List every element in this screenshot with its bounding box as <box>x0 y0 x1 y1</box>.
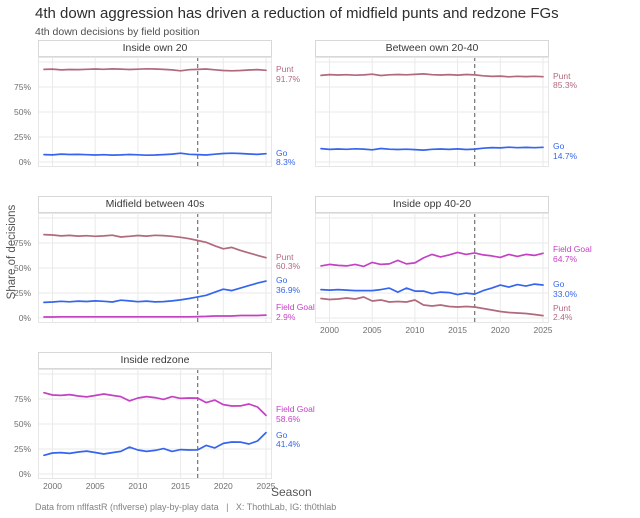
x-tick-label: 2010 <box>405 325 425 335</box>
series-end-label-punt: Punt 2.4% <box>553 302 573 323</box>
y-tick-label: 0% <box>18 469 31 479</box>
series-end-label-go: Go 41.4% <box>276 429 301 450</box>
series-end-label-go: Go 14.7% <box>553 142 577 161</box>
facet-inside-opp-40-20: Inside opp 40-20 2000 2005 2010 2015 2020 202… <box>315 196 592 335</box>
series-end-value-label: 41.4% <box>276 439 301 450</box>
y-tick-label: 75% <box>13 82 31 92</box>
series-end-value-label: 91.7% <box>276 73 301 84</box>
y-axis-tick-labels: 0% 25% 50% 75% <box>2 40 34 167</box>
facet-end-labels: Punt 60.3% Go 36.9% Field Goal 2.9% <box>276 196 340 323</box>
y-axis-tick-labels <box>279 196 311 323</box>
series-name-label: Punt <box>553 70 571 81</box>
series-end-value-label: 36.9% <box>276 284 301 295</box>
series-end-value-label: 2.9% <box>276 311 296 322</box>
x-tick-label: 2010 <box>128 481 148 491</box>
series-end-label-field_goal: Field Goal 58.6% <box>276 405 315 424</box>
facet-between-own-20-40: Between own 20-40 Punt 85.3% Go 14.7% <box>315 40 577 167</box>
facet-inside-own-20: Inside own 20 0% 25% 50% 75% Punt 91.7% Go 8.3… <box>14 40 300 167</box>
x-axis-tick-labels <box>315 169 549 181</box>
x-tick-label: 2005 <box>362 325 382 335</box>
y-tick-label: 25% <box>13 132 31 142</box>
series-end-label-go: Go 33.0% <box>553 279 578 299</box>
y-tick-label: 75% <box>13 238 31 248</box>
series-end-value-label: 14.7% <box>553 150 578 161</box>
series-end-label-punt: Punt 85.3% <box>553 70 578 91</box>
series-end-value-label: 33.0% <box>553 288 578 299</box>
y-axis-tick-labels <box>279 40 311 167</box>
facet-strip: Inside redzone <box>38 352 272 369</box>
facet-strip: Inside opp 40-20 <box>315 196 549 213</box>
series-name-label: Field Goal <box>553 244 592 255</box>
series-end-label-field_goal: Field Goal 64.7% <box>553 245 592 264</box>
series-end-label-go: Go 36.9% <box>276 276 300 295</box>
facet-strip: Between own 20-40 <box>315 40 549 57</box>
facet-inside-redzone: Inside redzone 0% 25% 50% 75% 2000 2005 2010 2… <box>14 352 315 491</box>
series-end-label-go: Go 8.3% <box>276 147 296 168</box>
series-name-label: Go <box>553 141 565 152</box>
chart-title: 4th down aggression has driven a reducti… <box>35 5 559 22</box>
chart-subtitle: 4th down decisions by field position <box>35 26 200 38</box>
facet-end-labels: Field Goal 58.6% Go 41.4% <box>276 352 340 479</box>
y-tick-label: 25% <box>13 444 31 454</box>
y-axis-tick-labels: 0% 25% 50% 75% <box>2 352 34 479</box>
facet-end-labels: Punt 91.7% Go 8.3% <box>276 40 340 167</box>
y-tick-label: 75% <box>13 394 31 404</box>
series-name-label: Field Goal <box>276 302 315 313</box>
x-tick-label: 2015 <box>448 325 468 335</box>
series-end-value-label: 60.3% <box>276 261 301 272</box>
series-end-label-field_goal: Field Goal 2.9% <box>276 303 315 322</box>
facet-strip: Midfield between 40s <box>38 196 272 213</box>
x-axis-tick-labels <box>38 169 272 181</box>
series-name-label: Field Goal <box>276 404 315 415</box>
facet-midfield-between-40s: Midfield between 40s 0% 25% 50% 75% Punt 60.… <box>14 196 315 323</box>
series-end-value-label: 85.3% <box>553 80 578 91</box>
facet-strip: Inside own 20 <box>38 40 272 57</box>
series-end-value-label: 58.6% <box>276 413 301 424</box>
facet-plot-canvas <box>315 213 549 323</box>
facet-end-labels: Field Goal 64.7% Go 33.0% Punt 2.4% <box>553 196 617 323</box>
facet-plot-canvas <box>38 369 272 479</box>
facet-plot-canvas <box>38 213 272 323</box>
x-tick-label: 2005 <box>85 481 105 491</box>
x-tick-label: 2015 <box>171 481 191 491</box>
series-name-label: Punt <box>276 64 294 75</box>
x-tick-label: 2025 <box>256 481 276 491</box>
x-tick-label: 2020 <box>213 481 233 491</box>
x-tick-label: 2025 <box>533 325 553 335</box>
source-caption: Data from nflfastR (nflverse) play-by-pl… <box>35 502 337 512</box>
y-tick-label: 50% <box>13 419 31 429</box>
series-end-value-label: 2.4% <box>553 312 573 323</box>
series-name-label: Go <box>276 429 288 440</box>
series-name-label: Go <box>553 279 565 289</box>
x-axis-tick-labels: 2000 2005 2010 2015 2020 2025 <box>38 481 275 493</box>
y-tick-label: 25% <box>13 288 31 298</box>
y-tick-label: 0% <box>18 157 31 167</box>
series-end-value-label: 64.7% <box>553 253 578 264</box>
series-name-label: Punt <box>553 302 571 313</box>
facet-end-labels: Punt 85.3% Go 14.7% <box>553 40 617 167</box>
x-tick-label: 2020 <box>490 325 510 335</box>
y-tick-label: 50% <box>13 263 31 273</box>
x-tick-label: 2000 <box>43 481 62 491</box>
x-axis-title: Season <box>271 485 312 499</box>
x-tick-label: 2000 <box>320 325 339 335</box>
series-end-label-punt: Punt 60.3% <box>276 251 301 272</box>
y-tick-label: 50% <box>13 107 31 117</box>
series-name-label: Go <box>276 275 288 286</box>
facet-plot-canvas <box>315 57 549 167</box>
series-end-value-label: 8.3% <box>276 157 296 168</box>
y-axis-tick-labels: 0% 25% 50% 75% <box>2 196 34 323</box>
series-end-label-punt: Punt 91.7% <box>276 65 300 84</box>
facet-plot-canvas <box>38 57 272 167</box>
series-name-label: Go <box>276 147 288 158</box>
x-axis-tick-labels <box>38 325 272 337</box>
x-axis-tick-labels: 2000 2005 2010 2015 2020 2025 <box>315 325 552 337</box>
y-tick-label: 0% <box>18 313 31 323</box>
series-name-label: Punt <box>276 251 294 262</box>
